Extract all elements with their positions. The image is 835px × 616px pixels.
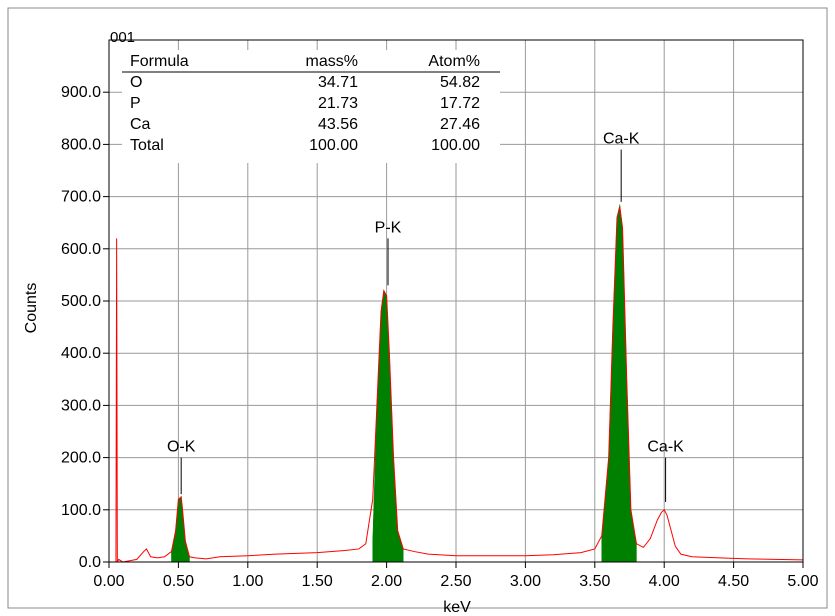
table-cell: 21.73 <box>318 95 358 112</box>
table-cell: O <box>130 74 142 91</box>
y-tick-label: 600.0 <box>61 241 101 258</box>
table-cell: 100.00 <box>431 137 480 154</box>
table-cell: 34.71 <box>318 74 358 91</box>
axis-layer: 0.00 0.50 1.00 1.50 2.00 2.50 3.00 3.50 4.00 4.50… <box>61 39 819 590</box>
spectrum-line-layer <box>109 206 804 563</box>
y-tick-label: 300.0 <box>61 397 101 414</box>
x-tick-label: 0.00 <box>93 573 124 590</box>
spectrum-line <box>109 206 804 563</box>
x-tick-label: 5.00 <box>787 573 818 590</box>
y-tick-label: 800.0 <box>61 136 101 153</box>
y-tick-label: 400.0 <box>61 345 101 362</box>
x-tick-label: 1.00 <box>232 573 263 590</box>
x-tick-label: 3.50 <box>579 573 610 590</box>
table-cell: 100.00 <box>309 137 358 154</box>
y-tick-label: 0.0 <box>79 554 101 571</box>
table-header-cell: mass% <box>306 53 358 70</box>
peak-label: Ca-K <box>647 439 684 456</box>
table-cell: 54.82 <box>440 74 480 91</box>
y-tick-label: 100.0 <box>61 502 101 519</box>
table-cell: Total <box>130 137 164 154</box>
x-tick-label: 1.50 <box>302 573 333 590</box>
table-cell: Ca <box>130 116 151 133</box>
table-cell: 17.72 <box>440 95 480 112</box>
table-cell: P <box>130 95 141 112</box>
composition-table: Formula mass% Atom% O 34.71 54.82 P 21.73 17.72 C… <box>122 50 500 163</box>
y-tick-label: 900.0 <box>61 84 101 101</box>
x-tick-label: 2.00 <box>371 573 402 590</box>
table-cell: 43.56 <box>318 116 358 133</box>
table-cell: 27.46 <box>440 116 480 133</box>
chart-title: 001 <box>110 29 135 46</box>
peak-label-layer: O-K P-K Ca-K Ca-K <box>167 131 684 502</box>
peak-label: Ca-K <box>603 131 640 148</box>
table-header-cell: Formula <box>130 53 189 70</box>
peak-label: P-K <box>375 219 402 236</box>
y-axis-label: Counts <box>23 283 40 334</box>
table-header-cell: Atom% <box>428 53 480 70</box>
peak-label: O-K <box>167 439 196 456</box>
x-tick-label: 4.00 <box>649 573 680 590</box>
y-tick-label: 200.0 <box>61 450 101 467</box>
table-background <box>122 50 500 163</box>
figure-frame <box>7 7 828 609</box>
y-tick-label: 500.0 <box>61 293 101 310</box>
x-tick-label: 2.50 <box>440 573 471 590</box>
x-tick-label: 0.50 <box>163 573 194 590</box>
x-axis-label: keV <box>443 599 471 616</box>
x-tick-label: 3.00 <box>510 573 541 590</box>
x-tick-label: 4.50 <box>718 573 749 590</box>
y-tick-label: 700.0 <box>61 189 101 206</box>
